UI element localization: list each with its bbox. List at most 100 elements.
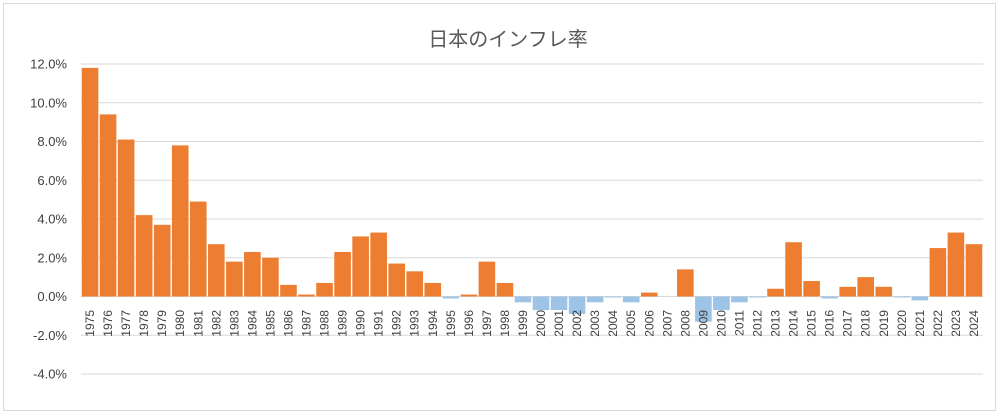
x-tick-label: 1975 bbox=[83, 310, 97, 337]
x-tick-label: 2011 bbox=[732, 310, 746, 336]
bar-2020 bbox=[893, 296, 911, 298]
bar-1989 bbox=[334, 251, 351, 297]
y-tick-label: -4.0% bbox=[33, 367, 67, 382]
bar-1996 bbox=[460, 294, 478, 297]
bar-1999 bbox=[514, 296, 532, 303]
x-tick-label: 2016 bbox=[823, 310, 837, 337]
x-tick-label: 2017 bbox=[841, 310, 855, 337]
bar-2024 bbox=[965, 244, 983, 297]
x-tick-label: 1977 bbox=[119, 310, 133, 337]
x-tick-label: 1992 bbox=[390, 310, 404, 337]
bar-1987 bbox=[298, 294, 315, 297]
bar-1994 bbox=[424, 282, 442, 297]
x-tick-label: 1989 bbox=[336, 310, 350, 337]
x-tick-label: 2023 bbox=[949, 310, 963, 337]
bar-1977 bbox=[117, 139, 135, 297]
x-tick-label: 2004 bbox=[606, 310, 620, 337]
bar-1988 bbox=[316, 282, 333, 297]
x-tick-label: 1993 bbox=[408, 310, 422, 337]
bar-2015 bbox=[803, 281, 820, 297]
y-axis-ticks: 12.0% 10.0% 8.0% 6.0% 4.0% 2.0% 0.0% -2.0% -4.0% bbox=[30, 57, 67, 382]
bar-2023 bbox=[947, 232, 965, 297]
x-tick-label: 1994 bbox=[426, 310, 440, 337]
bar-2014 bbox=[785, 242, 802, 297]
bar-1983 bbox=[226, 261, 243, 297]
x-tick-label: 1982 bbox=[209, 310, 223, 337]
x-tick-label: 2015 bbox=[805, 310, 819, 337]
bar-1997 bbox=[478, 261, 496, 297]
bar-1990 bbox=[352, 236, 369, 297]
x-tick-label: 2005 bbox=[624, 310, 638, 337]
bar-2017 bbox=[839, 286, 856, 297]
bar-2004 bbox=[604, 296, 622, 298]
y-tick-label: -2.0% bbox=[33, 328, 67, 343]
x-tick-label: 1998 bbox=[498, 310, 512, 337]
x-tick-label: 1995 bbox=[444, 310, 458, 337]
x-tick-label: 1984 bbox=[245, 310, 259, 337]
x-tick-label: 2006 bbox=[642, 310, 656, 337]
bar-1985 bbox=[262, 257, 279, 297]
bar-1979 bbox=[153, 224, 171, 297]
x-tick-label: 2013 bbox=[769, 310, 783, 337]
bar-2003 bbox=[586, 296, 604, 303]
x-tick-label: 2020 bbox=[895, 310, 909, 337]
bar-2008 bbox=[677, 269, 694, 297]
bar-2016 bbox=[821, 296, 838, 299]
x-tick-label: 1985 bbox=[263, 310, 277, 337]
x-tick-label: 2000 bbox=[534, 310, 548, 337]
x-tick-label: 1976 bbox=[101, 310, 115, 337]
bar-2019 bbox=[875, 286, 893, 297]
y-tick-label: 4.0% bbox=[37, 212, 67, 227]
x-tick-label: 2019 bbox=[877, 310, 891, 337]
bar-2013 bbox=[767, 288, 784, 297]
bar-2018 bbox=[857, 277, 875, 297]
x-tick-label: 1987 bbox=[300, 310, 314, 337]
x-tick-label: 2003 bbox=[588, 310, 602, 337]
bar-1992 bbox=[388, 263, 405, 297]
bar-1975 bbox=[81, 67, 99, 297]
chart-title: 日本のインフレ率 bbox=[428, 27, 587, 51]
x-tick-label: 1978 bbox=[137, 310, 151, 337]
bar-1986 bbox=[280, 284, 297, 297]
y-tick-label: 6.0% bbox=[37, 173, 67, 188]
bar-1980 bbox=[171, 145, 189, 297]
bars bbox=[81, 67, 983, 322]
y-tick-label: 10.0% bbox=[30, 95, 67, 110]
bar-2001 bbox=[550, 296, 568, 311]
bar-1991 bbox=[370, 232, 387, 297]
x-tick-label: 1979 bbox=[155, 310, 169, 337]
bar-2005 bbox=[622, 296, 640, 303]
x-tick-label: 1990 bbox=[354, 310, 368, 337]
x-tick-label: 1991 bbox=[372, 310, 386, 337]
bar-1995 bbox=[442, 296, 460, 299]
bar-2012 bbox=[749, 296, 766, 298]
bar-2009 bbox=[695, 296, 712, 322]
inflation-bar-chart: 日本のインフレ率 12.0% 10.0% 8.0% 6.0% 4.0% 2.0% 0.0% -… bbox=[30, 27, 983, 382]
x-tick-label: 1996 bbox=[462, 310, 476, 337]
x-tick-label: 1988 bbox=[318, 310, 332, 337]
x-tick-label: 2009 bbox=[696, 310, 710, 337]
x-tick-label: 2021 bbox=[913, 310, 927, 337]
bar-2000 bbox=[532, 296, 550, 311]
bar-1998 bbox=[496, 282, 514, 297]
x-tick-label: 2001 bbox=[552, 310, 566, 337]
x-tick-label: 1997 bbox=[480, 310, 494, 337]
bar-2010 bbox=[713, 296, 730, 311]
bar-2002 bbox=[568, 296, 586, 314]
chart-frame: 日本のインフレ率 12.0% 10.0% 8.0% 6.0% 4.0% 2.0% 0.0% -… bbox=[3, 3, 996, 411]
bar-1984 bbox=[244, 251, 261, 297]
bar-2021 bbox=[911, 296, 929, 301]
x-tick-label: 1986 bbox=[281, 310, 295, 337]
x-tick-label: 1999 bbox=[516, 310, 530, 337]
bar-1993 bbox=[406, 271, 424, 297]
y-tick-label: 12.0% bbox=[30, 57, 67, 72]
x-tick-label: 2002 bbox=[570, 310, 584, 337]
x-tick-label: 2010 bbox=[714, 310, 728, 337]
bar-2022 bbox=[929, 248, 947, 297]
bar-2011 bbox=[731, 296, 748, 303]
x-tick-label: 2007 bbox=[660, 310, 674, 337]
y-tick-label: 8.0% bbox=[37, 134, 67, 149]
bar-1978 bbox=[135, 215, 153, 297]
x-tick-label: 2018 bbox=[859, 310, 873, 337]
y-tick-label: 2.0% bbox=[37, 250, 67, 265]
